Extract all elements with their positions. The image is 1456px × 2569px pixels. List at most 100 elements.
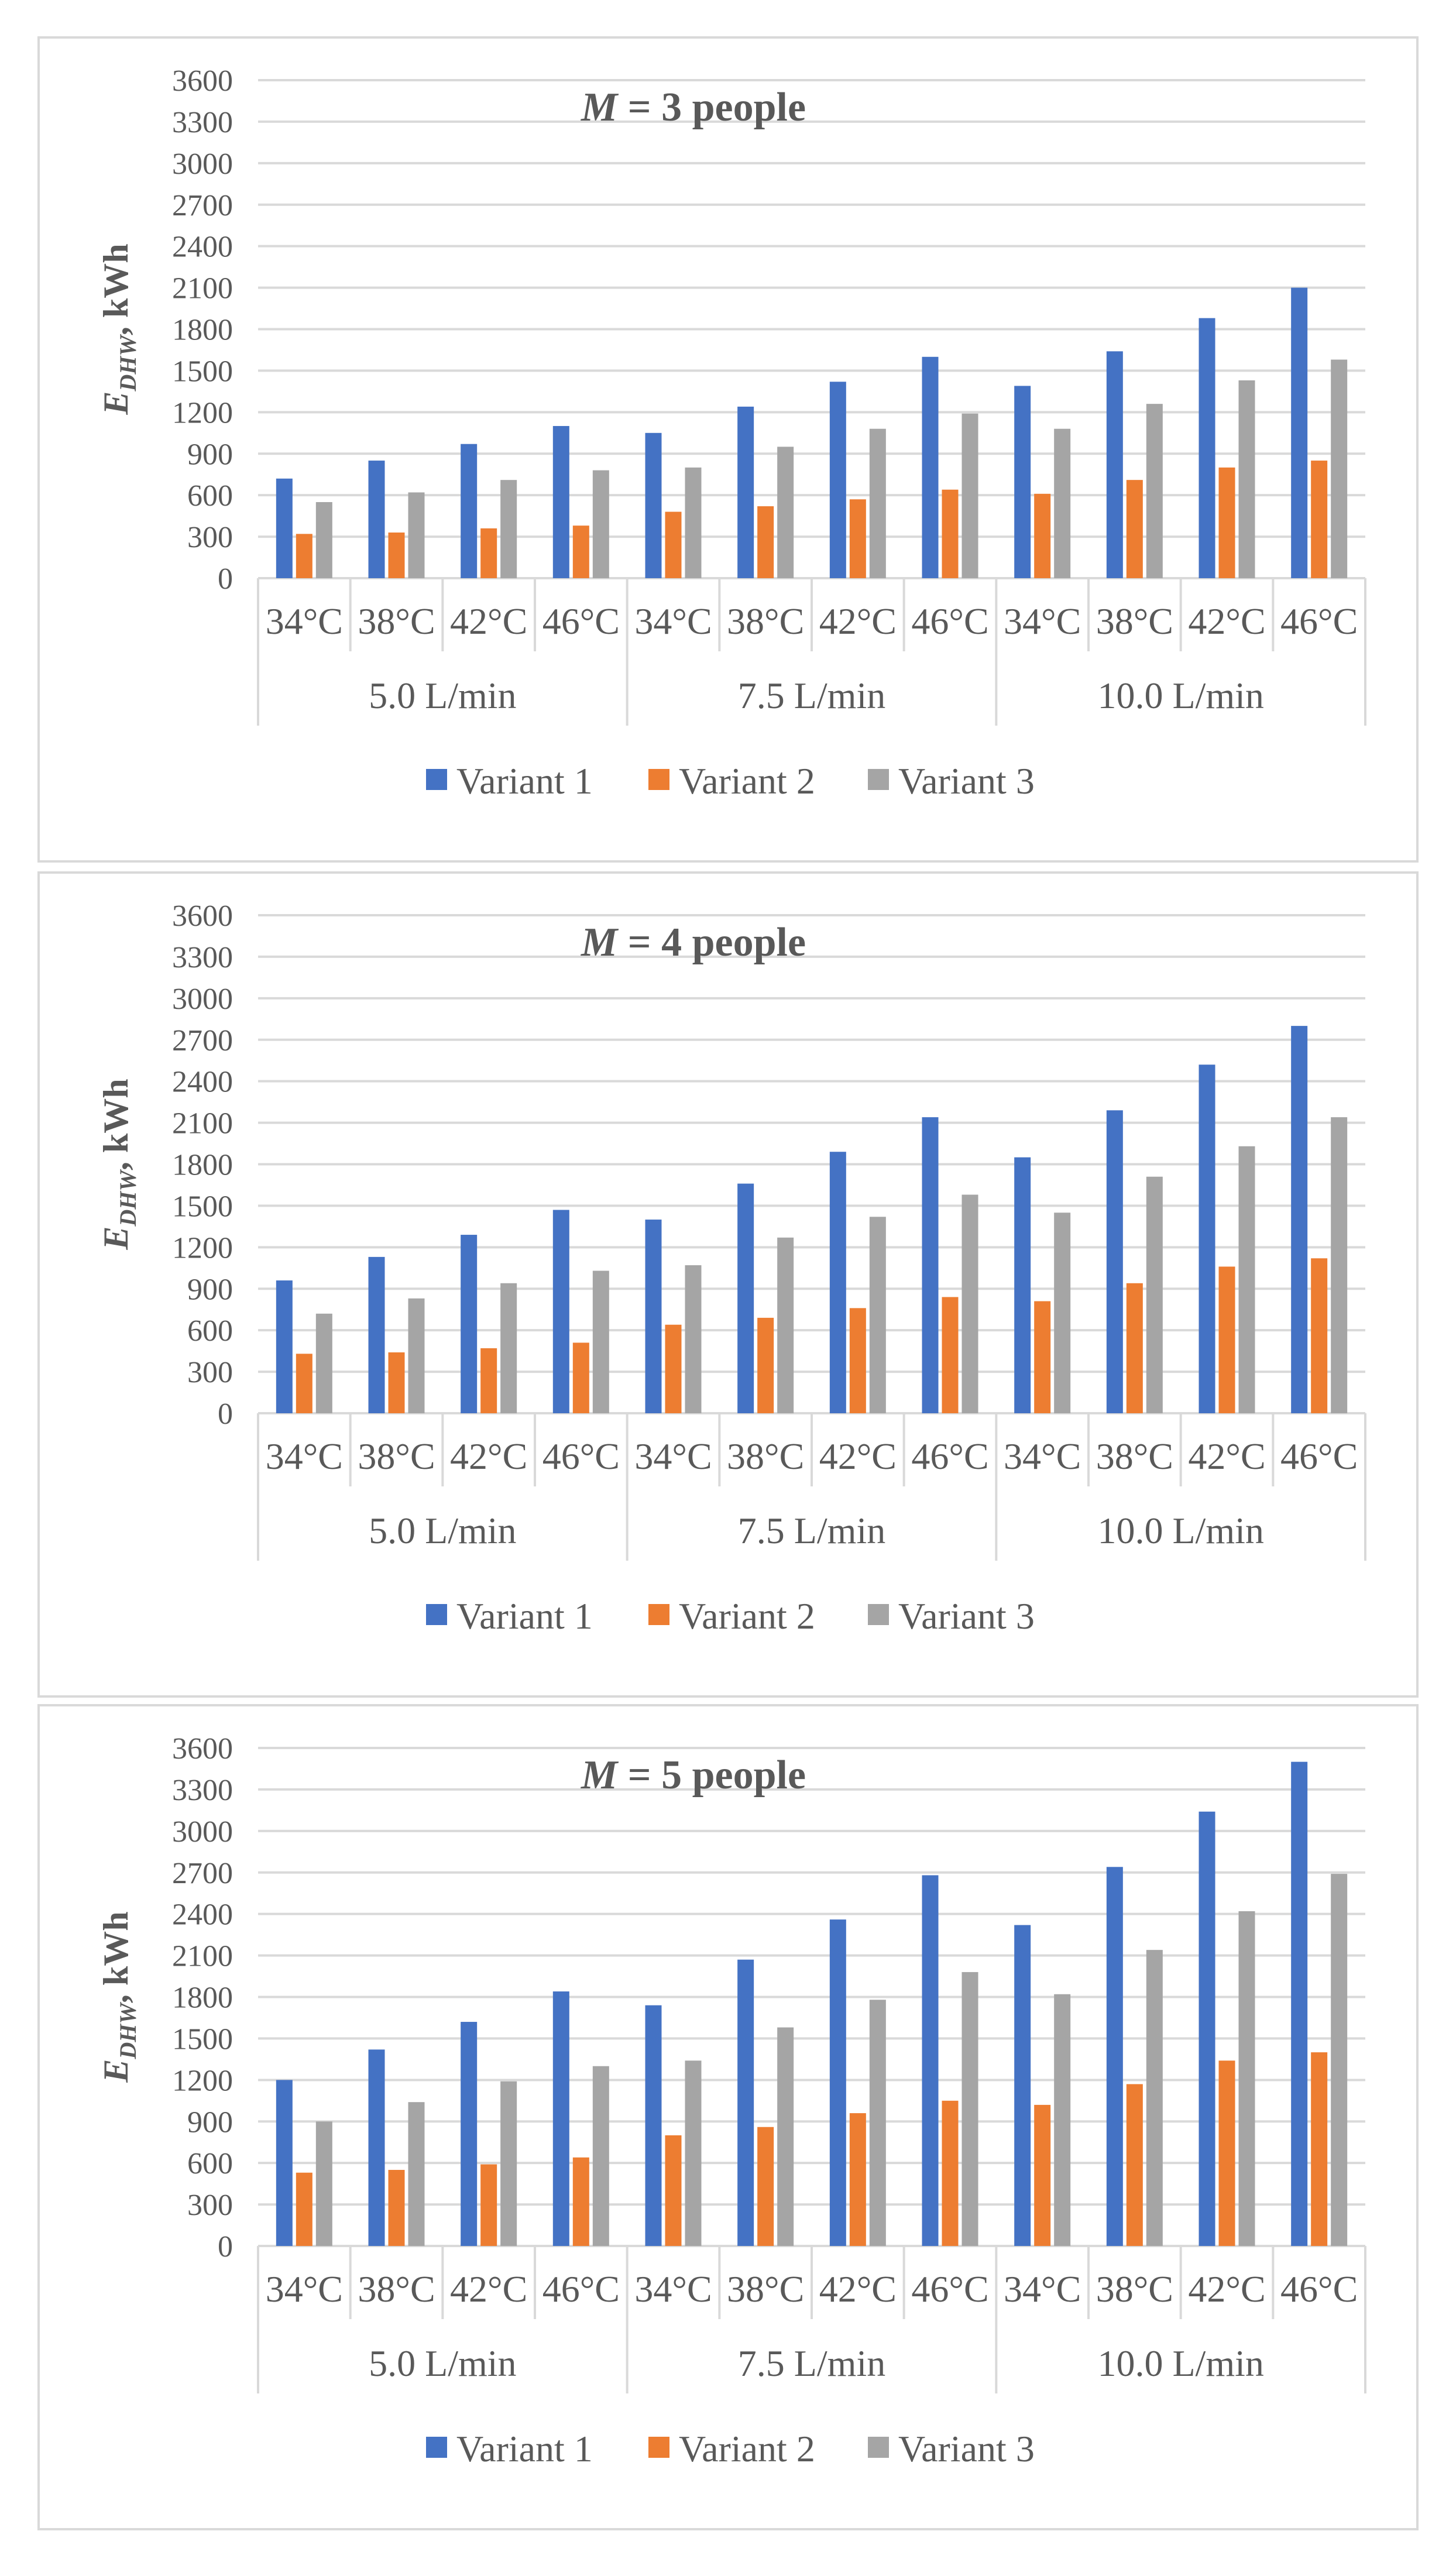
bar-variant-3 bbox=[408, 2102, 425, 2246]
y-axis-label-sub: DHW bbox=[115, 334, 141, 392]
bar-variant-2 bbox=[388, 2169, 405, 2246]
bar-variant-3 bbox=[1331, 1117, 1348, 1413]
x-category-label: 34°C bbox=[1004, 2268, 1081, 2310]
x-category-label: 46°C bbox=[911, 600, 988, 642]
bar-variant-1 bbox=[552, 425, 569, 578]
y-axis-label-main: E bbox=[97, 2059, 135, 2083]
y-tick-label: 1200 bbox=[172, 396, 233, 430]
legend-swatch bbox=[648, 1604, 669, 1625]
y-axis-label-sub: DHW bbox=[115, 1169, 141, 1227]
bar-variant-1 bbox=[552, 1991, 569, 2246]
bar-variant-3 bbox=[1054, 1994, 1071, 2246]
x-category-label: 38°C bbox=[727, 1435, 804, 1477]
bar-variant-3 bbox=[1146, 1176, 1163, 1413]
bar-variant-3 bbox=[408, 1298, 425, 1413]
bar-variant-1 bbox=[552, 1210, 569, 1413]
y-tick-label: 2100 bbox=[172, 1107, 233, 1141]
bar-variant-1 bbox=[645, 1220, 662, 1413]
bar-variant-3 bbox=[500, 480, 517, 578]
x-group-label: 7.5 L/min bbox=[738, 1510, 885, 1551]
bar-variant-1 bbox=[737, 406, 754, 578]
x-category-label: 38°C bbox=[1096, 600, 1173, 642]
y-axis-label: EDHW, kWh bbox=[97, 1079, 141, 1250]
bar-variant-1 bbox=[829, 382, 846, 578]
bar-variant-1 bbox=[461, 2022, 478, 2246]
bar-variant-3 bbox=[961, 413, 978, 578]
y-tick-label: 600 bbox=[187, 1314, 233, 1348]
bar-variant-3 bbox=[592, 2066, 609, 2246]
y-tick-label: 0 bbox=[218, 1397, 233, 1431]
bar-variant-2 bbox=[1311, 2052, 1328, 2246]
bar-variant-1 bbox=[1014, 1157, 1031, 1413]
bar-variant-2 bbox=[942, 2100, 959, 2246]
legend-swatch bbox=[868, 769, 889, 790]
x-category-label: 42°C bbox=[450, 1435, 527, 1477]
bar-variant-1 bbox=[276, 478, 293, 578]
bar-variant-3 bbox=[869, 1217, 886, 1413]
bar-variant-1 bbox=[1014, 386, 1031, 578]
x-category-label: 34°C bbox=[266, 2268, 343, 2310]
bar-variant-3 bbox=[500, 2081, 517, 2246]
x-category-label: 34°C bbox=[266, 600, 343, 642]
legend-label: Variant 2 bbox=[679, 2428, 815, 2470]
y-tick-label: 1800 bbox=[172, 1149, 233, 1182]
bar-variant-2 bbox=[1126, 1283, 1143, 1413]
bar-variant-2 bbox=[388, 532, 405, 578]
bar-variant-1 bbox=[276, 2080, 293, 2246]
y-tick-label: 900 bbox=[187, 2106, 233, 2139]
y-tick-label: 1500 bbox=[172, 2022, 233, 2056]
bar-variant-2 bbox=[572, 1342, 589, 1413]
x-category-label: 38°C bbox=[358, 1435, 435, 1477]
bar-variant-3 bbox=[869, 428, 886, 578]
legend-label: Variant 3 bbox=[898, 1595, 1035, 1637]
bar-variant-2 bbox=[1034, 1301, 1051, 1413]
x-category-label: 42°C bbox=[450, 600, 527, 642]
x-group-label: 5.0 L/min bbox=[369, 675, 516, 716]
bar-variant-2 bbox=[665, 1324, 682, 1413]
bar-variant-2 bbox=[849, 499, 866, 578]
bar-variant-3 bbox=[592, 470, 609, 578]
title-text: = 4 people bbox=[617, 920, 806, 965]
y-tick-label: 1500 bbox=[172, 355, 233, 388]
y-tick-label: 2100 bbox=[172, 272, 233, 305]
bar-variant-1 bbox=[276, 1280, 293, 1413]
y-tick-label: 3600 bbox=[172, 899, 233, 933]
x-group-label: 7.5 L/min bbox=[738, 675, 885, 716]
bar-variant-1 bbox=[645, 432, 662, 578]
bar-variant-1 bbox=[1199, 1064, 1215, 1413]
y-axis-label: EDHW, kWh bbox=[97, 243, 141, 415]
bar-variant-2 bbox=[665, 511, 682, 578]
bar-variant-3 bbox=[1054, 1213, 1071, 1413]
bar-variant-3 bbox=[685, 2060, 702, 2246]
bar-variant-1 bbox=[1106, 351, 1123, 578]
bar-variant-1 bbox=[1106, 1867, 1123, 2246]
x-category-label: 42°C bbox=[1188, 1435, 1265, 1477]
bar-variant-1 bbox=[461, 444, 478, 578]
y-tick-label: 300 bbox=[187, 521, 233, 554]
y-tick-label: 1800 bbox=[172, 314, 233, 347]
bar-variant-2 bbox=[942, 489, 959, 578]
y-tick-label: 2400 bbox=[172, 231, 233, 264]
bar-variant-3 bbox=[1146, 404, 1163, 578]
chart-panel-m5: 0 300 600 900 1200 1500 1800 2100 2400 2700 3000 33… bbox=[37, 1704, 1419, 2530]
bar-variant-3 bbox=[1238, 1911, 1255, 2246]
x-category-label: 34°C bbox=[634, 2268, 712, 2310]
title-text: = 3 people bbox=[617, 85, 806, 130]
legend-label: Variant 3 bbox=[898, 2428, 1035, 2470]
chart-title: M = 3 people bbox=[581, 85, 806, 130]
bar-variant-2 bbox=[572, 526, 589, 578]
x-category-label: 42°C bbox=[819, 600, 897, 642]
y-axis-label-sub: DHW bbox=[115, 2002, 141, 2060]
bar-variant-1 bbox=[1291, 287, 1308, 578]
bar-variant-2 bbox=[1218, 467, 1235, 578]
chart-title: M = 4 people bbox=[581, 920, 806, 965]
y-tick-label: 900 bbox=[187, 438, 233, 471]
bar-variant-2 bbox=[1126, 2084, 1143, 2246]
bar-variant-1 bbox=[1199, 318, 1215, 578]
x-category-label: 34°C bbox=[1004, 600, 1081, 642]
bar-variant-3 bbox=[1331, 1874, 1348, 2246]
bar-variant-2 bbox=[1311, 461, 1328, 578]
x-category-label: 46°C bbox=[911, 1435, 988, 1477]
x-category-label: 42°C bbox=[819, 1435, 897, 1477]
title-variable: M bbox=[581, 85, 619, 130]
